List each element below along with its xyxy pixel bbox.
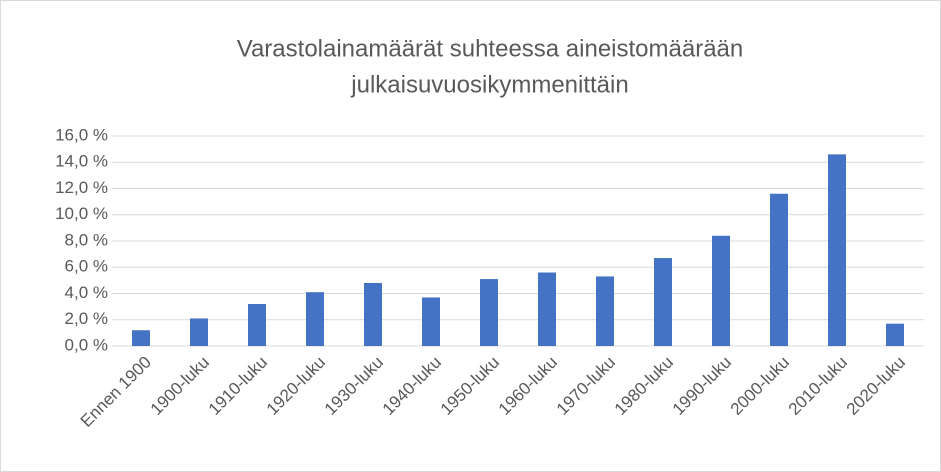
- bar: [770, 193, 788, 346]
- y-tick-label: 6,0 %: [65, 257, 108, 276]
- bar: [654, 258, 672, 346]
- bar: [422, 297, 440, 346]
- bar: [596, 276, 614, 346]
- bar: [886, 323, 904, 346]
- chart-title: Varastolainamäärät suhteessa aineistomää…: [237, 35, 744, 62]
- chart-title: julkaisuvuosikymmenittäin: [350, 71, 628, 98]
- bar: [190, 318, 208, 346]
- y-tick-label: 14,0 %: [55, 152, 108, 171]
- y-tick-label: 12,0 %: [55, 178, 108, 197]
- y-tick-label: 8,0 %: [65, 230, 108, 249]
- bar: [132, 330, 150, 346]
- bar: [248, 304, 266, 346]
- bar: [480, 279, 498, 346]
- y-tick-label: 4,0 %: [65, 283, 108, 302]
- bar: [828, 154, 846, 346]
- bar: [538, 272, 556, 346]
- y-tick-label: 10,0 %: [55, 204, 108, 223]
- bar: [712, 235, 730, 346]
- bar: [306, 292, 324, 346]
- y-tick-label: 0,0 %: [65, 335, 108, 354]
- y-tick-label: 2,0 %: [65, 309, 108, 328]
- bar: [364, 283, 382, 346]
- y-tick-label: 16,0 %: [55, 125, 108, 144]
